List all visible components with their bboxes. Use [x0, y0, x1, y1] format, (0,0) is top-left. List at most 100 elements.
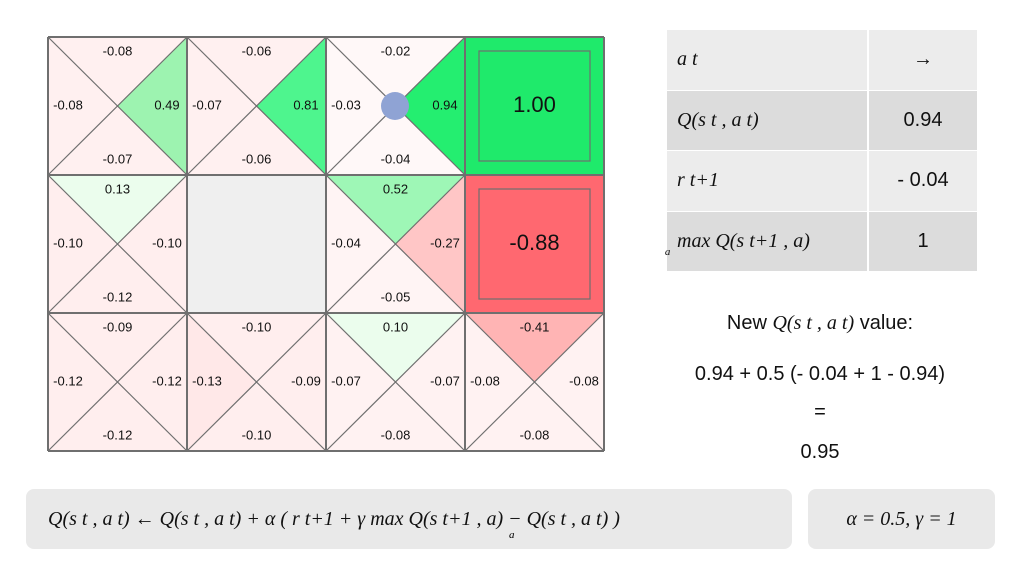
cell-r0c0-down-triangle — [48, 106, 187, 175]
cell-r2c0-right-triangle — [117, 313, 187, 451]
cell-r2c1-right-triangle — [256, 313, 326, 451]
cell-r0c1-down-value: -0.06 — [242, 151, 272, 166]
cell-r0c2-left-value: -0.03 — [331, 97, 361, 112]
cell-r1c2-diag2 — [325, 174, 466, 314]
value-max: 1 — [868, 211, 977, 272]
cell-r2c2-left-triangle — [326, 313, 396, 451]
cell-r2c0-up-value: -0.09 — [103, 319, 133, 334]
value-q: 0.94 — [868, 90, 977, 151]
cell-r0c0-left-triangle — [48, 37, 118, 175]
cell-r0c1-left-triangle — [187, 37, 257, 175]
cell-r1c0-left-triangle — [48, 175, 118, 313]
cell-r2c2-left-value: -0.07 — [331, 373, 361, 388]
cell-r2c2-right-value: -0.07 — [430, 373, 460, 388]
cell-r2c3-right-triangle — [534, 313, 604, 451]
params-text: α = 0.5, γ = 1 — [846, 507, 957, 530]
cell-r1c3-terminal-inner — [478, 188, 591, 300]
cell-r0c3-terminal — [465, 37, 604, 175]
cell-r0c3-value: 1.00 — [513, 92, 556, 117]
cell-r2c2-diag2 — [325, 312, 466, 452]
cell-r0c0-down-value: -0.07 — [103, 151, 133, 166]
cell-r2c1-right-value: -0.09 — [291, 373, 321, 388]
cell-r0c3-terminal-inner — [478, 50, 591, 162]
cell-r1c0-diag2 — [47, 174, 188, 314]
cell-r0c2-down-triangle — [326, 106, 465, 175]
cell-r0c1-down-triangle — [187, 106, 326, 175]
cell-r0c0-up-triangle — [48, 37, 187, 106]
cell-r2c0-right-value: -0.12 — [152, 373, 182, 388]
cell-r2c3-up-triangle — [465, 313, 604, 382]
calc-heading-math: Q(s t , a t) — [772, 312, 855, 334]
cell-r1c3-terminal — [465, 175, 604, 313]
cell-r0c2-down-value: -0.04 — [381, 151, 411, 166]
cell-r2c1-down-triangle — [187, 382, 326, 451]
cell-r2c0-left-triangle — [48, 313, 118, 451]
cell-r2c3-left-value: -0.08 — [470, 373, 500, 388]
cell-r2c1-left-triangle — [187, 313, 257, 451]
cell-r2c1-left-value: -0.13 — [192, 373, 222, 388]
cell-r0c2-left-triangle — [326, 37, 396, 175]
cell-r1c2-down-value: -0.05 — [381, 289, 411, 304]
agent-marker — [381, 92, 409, 120]
value-reward: - 0.04 — [868, 150, 977, 211]
cell-r0c1-left-value: -0.07 — [192, 97, 222, 112]
cell-r2c2-down-value: -0.08 — [381, 427, 411, 442]
table-row-action: a t → — [667, 30, 977, 90]
cell-r2c3-down-triangle — [465, 382, 604, 451]
cell-r2c0-left-value: -0.12 — [53, 373, 83, 388]
cell-r2c1-down-value: -0.10 — [242, 427, 272, 442]
cell-r0c0-right-value: 0.49 — [154, 97, 179, 112]
cell-r1c1-wall — [187, 175, 326, 313]
params-box: α = 0.5, γ = 1 — [808, 489, 995, 549]
cell-r1c0-right-triangle — [117, 175, 187, 313]
cell-r2c2-right-triangle — [395, 313, 465, 451]
cell-r1c2-right-value: -0.27 — [430, 235, 460, 250]
label-max-sub: a — [664, 245, 671, 258]
cell-r2c3-right-value: -0.08 — [569, 373, 599, 388]
calc-expression: 0.94 + 0.5 (- 0.04 + 1 - 0.94) — [694, 363, 946, 385]
cell-r2c2-down-triangle — [326, 382, 465, 451]
cell-r0c1-up-triangle — [187, 37, 326, 106]
update-rule-sub: a — [509, 529, 515, 541]
value-action: → — [868, 30, 977, 90]
table-row-q: Q(s t , a t) 0.94 — [667, 90, 977, 151]
cell-r2c2-up-value: 0.10 — [383, 319, 408, 334]
cell-r1c0-down-triangle — [48, 244, 187, 313]
label-max-text: max Q(s t+1 , a) — [677, 229, 810, 252]
cell-r0c2-right-value: 0.94 — [432, 97, 457, 112]
cell-r1c2-down-triangle — [326, 244, 465, 313]
gridworld: -0.08 -0.07 -0.08 0.49 -0.06 -0.06 -0.07 0.81 -0… — [47, 36, 605, 452]
cell-r1c0-left-value: -0.10 — [53, 235, 83, 250]
calc-result: 0.95 — [800, 441, 840, 463]
update-rule-box: Q(s t , a t) ← Q(s t , a t) + α ( r t+1 … — [26, 489, 792, 549]
table-row-max: max Q(s t+1 , a) a 1 — [664, 211, 977, 272]
cell-r1c2-up-triangle — [326, 175, 465, 244]
q-update-table: a t → Q(s t , a t) 0.94 r t+1 - 0.04 max… — [664, 30, 977, 272]
cell-r0c0-up-value: -0.08 — [103, 43, 133, 58]
cell-r0c1-diag2 — [186, 36, 327, 176]
cell-r1c2-up-value: 0.52 — [383, 181, 408, 196]
calc-heading: New Q(s t , a t) value: — [640, 312, 1000, 335]
label-reward: r t+1 — [667, 150, 869, 211]
cell-r2c0-up-triangle — [48, 313, 187, 382]
cell-r2c1-diag2 — [186, 312, 327, 452]
cell-r2c3-up-value: -0.41 — [520, 319, 550, 334]
cell-r2c0-down-value: -0.12 — [103, 427, 133, 442]
cell-r0c2-up-value: -0.02 — [381, 43, 411, 58]
cell-r2c0-diag2 — [47, 312, 188, 452]
cell-r1c0-up-triangle — [48, 175, 187, 244]
cell-r0c2-up-triangle — [326, 37, 465, 106]
cell-r1c2-left-triangle — [326, 175, 396, 313]
cell-r0c0-right-triangle — [117, 37, 187, 175]
cell-r0c0-diag2 — [47, 36, 188, 176]
cell-r0c1-up-value: -0.06 — [242, 43, 272, 58]
cell-r1c3-value: -0.88 — [509, 230, 559, 255]
table-row-reward: r t+1 - 0.04 — [667, 150, 977, 211]
update-rule-formula: Q(s t , a t) ← Q(s t , a t) + α ( r t+1 … — [48, 507, 620, 530]
label-action: a t — [667, 30, 869, 90]
cell-r2c0-down-triangle — [48, 382, 187, 451]
cell-r1c0-up-value: 0.13 — [105, 181, 130, 196]
cell-r0c0-left-value: -0.08 — [53, 97, 83, 112]
calc-equals: = — [814, 401, 826, 423]
cell-r2c1-up-triangle — [187, 313, 326, 382]
